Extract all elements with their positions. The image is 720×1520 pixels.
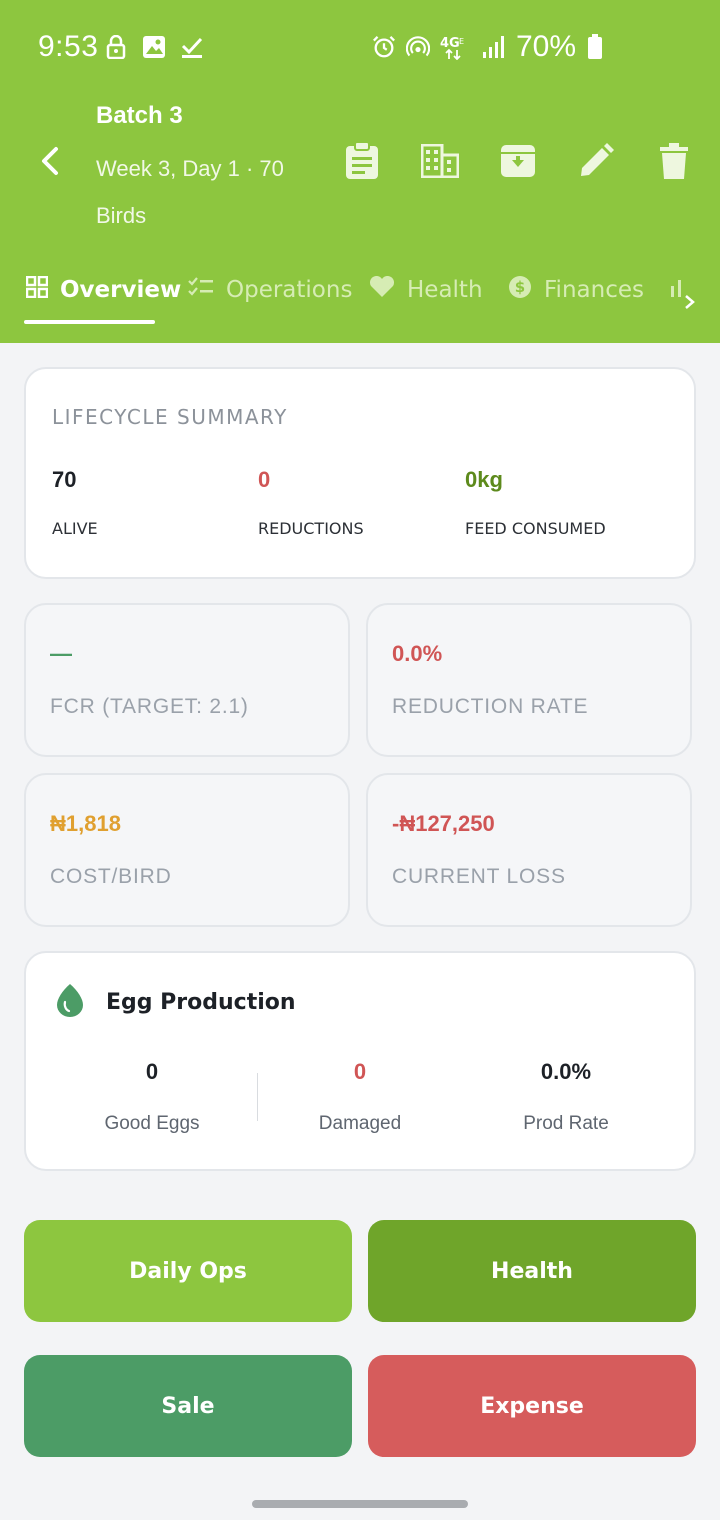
tab-health[interactable]: Health xyxy=(369,262,483,318)
image-icon xyxy=(142,34,166,60)
tab-operations[interactable]: Operations xyxy=(188,262,352,318)
chevron-left-icon xyxy=(39,146,61,181)
hotspot-icon xyxy=(405,34,430,60)
daily-ops-button[interactable]: Daily Ops xyxy=(24,1220,352,1322)
fcr-value: — xyxy=(50,641,72,666)
cost-bird-value: ₦1,818 xyxy=(50,811,121,836)
reductions-stat: 0 REDUCTIONS xyxy=(258,467,364,538)
dollar-icon: $ xyxy=(508,275,532,305)
health-button[interactable]: Health xyxy=(368,1220,696,1322)
good-eggs-value: 0 xyxy=(145,1059,159,1084)
reduction-rate-label: REDUCTION RATE xyxy=(392,695,589,718)
header-actions xyxy=(342,140,694,185)
egg-production-card: Egg Production 0 Good Eggs 0 Damaged 0.0… xyxy=(24,951,696,1171)
active-tab-indicator xyxy=(24,320,155,324)
good-eggs-label: Good Eggs xyxy=(104,1113,200,1134)
checklist-icon xyxy=(188,276,214,304)
current-loss-value: -₦127,250 xyxy=(392,811,495,836)
archive-button[interactable] xyxy=(498,143,538,183)
lifecycle-summary-card: LIFECYCLE SUMMARY 70 ALIVE 0 REDUCTIONS … xyxy=(24,367,696,579)
damaged-eggs-label: Damaged xyxy=(318,1113,402,1134)
reductions-value: 0 xyxy=(258,467,271,492)
building-button[interactable] xyxy=(420,143,460,183)
status-bar: 9:53 4G E 70% xyxy=(0,0,720,96)
status-right: 4G E 70% xyxy=(372,30,604,64)
egg-icon xyxy=(56,983,84,1022)
alive-value: 70 xyxy=(52,467,77,492)
clipboard-icon xyxy=(345,140,379,185)
sale-button[interactable]: Sale xyxy=(24,1355,352,1457)
damaged-eggs-stat: 0 Damaged xyxy=(260,1059,460,1135)
svg-text:$: $ xyxy=(515,278,525,296)
alarm-icon xyxy=(372,34,396,60)
tab-finances[interactable]: $ Finances xyxy=(508,262,644,318)
feed-value: 0kg xyxy=(465,467,503,492)
lock-icon xyxy=(104,34,128,60)
prod-rate-stat: 0.0% Prod Rate xyxy=(466,1059,666,1135)
feed-label: FEED CONSUMED xyxy=(465,519,606,538)
status-time: 9:53 xyxy=(38,30,99,63)
fcr-card: — FCR (TARGET: 2.1) xyxy=(24,603,350,757)
signal-icon xyxy=(482,34,506,60)
tab-scroll-right[interactable] xyxy=(684,290,696,316)
archive-icon xyxy=(500,144,536,183)
tab-health-label: Health xyxy=(407,277,483,303)
edit-icon xyxy=(578,142,614,184)
building-icon xyxy=(420,143,460,183)
expense-button[interactable]: Expense xyxy=(368,1355,696,1457)
grid-icon xyxy=(25,275,49,304)
heart-icon xyxy=(369,275,395,304)
tab-overview-label: Overview xyxy=(60,277,182,303)
clipboard-button[interactable] xyxy=(342,140,382,185)
tab-overview[interactable]: Overview xyxy=(25,262,182,318)
delete-icon xyxy=(660,142,688,184)
reduction-rate-value: 0.0% xyxy=(392,641,443,666)
status-left-icons xyxy=(104,34,204,60)
tab-more-partial[interactable] xyxy=(670,262,690,318)
egg-divider xyxy=(257,1073,258,1121)
chevron-right-icon xyxy=(684,290,696,315)
edit-button[interactable] xyxy=(576,142,616,184)
prod-rate-label: Prod Rate xyxy=(523,1113,609,1134)
check-icon xyxy=(180,34,204,60)
batch-subtitle: Week 3, Day 1 · 70 Birds xyxy=(96,156,284,228)
cost-bird-card: ₦1,818 COST/BIRD xyxy=(24,773,350,927)
alive-stat: 70 ALIVE xyxy=(52,467,98,538)
batch-title: Batch 3 xyxy=(96,102,183,129)
reductions-label: REDUCTIONS xyxy=(258,519,364,538)
reduction-rate-card: 0.0% REDUCTION RATE xyxy=(366,603,692,757)
alive-label: ALIVE xyxy=(52,519,98,538)
home-indicator[interactable] xyxy=(252,1500,468,1508)
tab-bar: Overview Operations Health $ Finances xyxy=(0,262,720,324)
tab-operations-label: Operations xyxy=(226,277,353,303)
4g-icon: 4G E xyxy=(440,34,472,60)
egg-header: Egg Production xyxy=(56,983,296,1022)
prod-rate-value: 0.0% xyxy=(540,1059,592,1084)
tab-finances-label: Finances xyxy=(544,277,644,303)
back-button[interactable] xyxy=(30,143,70,183)
delete-button[interactable] xyxy=(654,142,694,184)
battery-icon xyxy=(586,34,604,60)
cost-bird-label: COST/BIRD xyxy=(50,865,172,888)
good-eggs-stat: 0 Good Eggs xyxy=(52,1059,252,1135)
feed-stat: 0kg FEED CONSUMED xyxy=(465,467,606,538)
chart-icon xyxy=(670,276,690,304)
egg-title: Egg Production xyxy=(106,990,296,1015)
battery-percent: 70% xyxy=(515,30,576,63)
svg-text:4G: 4G xyxy=(440,36,460,51)
current-loss-label: CURRENT LOSS xyxy=(392,865,566,888)
damaged-eggs-value: 0 xyxy=(353,1059,367,1084)
app-header: 9:53 4G E 70% xyxy=(0,0,720,343)
fcr-label: FCR (TARGET: 2.1) xyxy=(50,695,249,718)
lifecycle-title: LIFECYCLE SUMMARY xyxy=(52,405,288,429)
svg-text:E: E xyxy=(459,37,464,46)
current-loss-card: -₦127,250 CURRENT LOSS xyxy=(366,773,692,927)
